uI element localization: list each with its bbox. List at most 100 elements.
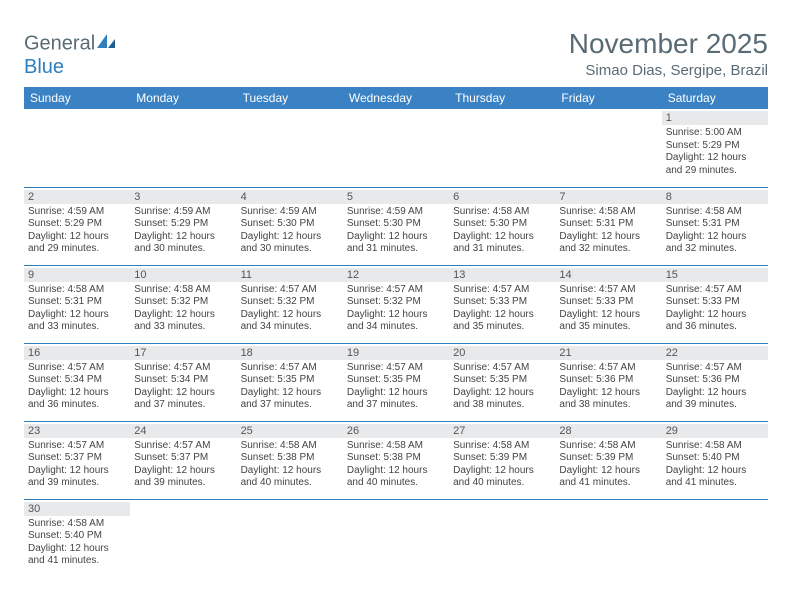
- sunrise-line: Sunrise: 4:57 AM: [559, 284, 657, 297]
- day-info: Sunrise: 4:57 AMSunset: 5:36 PMDaylight:…: [559, 362, 657, 412]
- day-info: Sunrise: 4:57 AMSunset: 5:34 PMDaylight:…: [134, 362, 232, 412]
- sunset-line: Sunset: 5:35 PM: [453, 374, 551, 387]
- sunset-line: Sunset: 5:35 PM: [347, 374, 445, 387]
- day-info: Sunrise: 4:59 AMSunset: 5:29 PMDaylight:…: [134, 206, 232, 256]
- daylight-line: Daylight: 12 hours and 39 minutes.: [134, 465, 232, 490]
- day-cell: 17 Sunrise: 4:57 AMSunset: 5:34 PMDayligh…: [130, 343, 236, 421]
- day-info: Sunrise: 4:57 AMSunset: 5:36 PMDaylight:…: [666, 362, 764, 412]
- daylight-line: Daylight: 12 hours and 30 minutes.: [134, 231, 232, 256]
- daylight-line: Daylight: 12 hours and 41 minutes.: [28, 543, 126, 568]
- day-info: Sunrise: 4:59 AMSunset: 5:30 PMDaylight:…: [241, 206, 339, 256]
- day-info: Sunrise: 4:58 AMSunset: 5:38 PMDaylight:…: [347, 440, 445, 490]
- day-cell: 20 Sunrise: 4:57 AMSunset: 5:35 PMDayligh…: [449, 343, 555, 421]
- day-number: 17: [130, 346, 236, 360]
- day-cell: 9Sunrise: 4:58 AMSunset: 5:31 PMDaylight…: [24, 265, 130, 343]
- sunset-line: Sunset: 5:33 PM: [666, 296, 764, 309]
- day-number: 11: [237, 268, 343, 282]
- day-info: Sunrise: 4:57 AMSunset: 5:35 PMDaylight:…: [453, 362, 551, 412]
- sunrise-line: Sunrise: 4:57 AM: [241, 362, 339, 375]
- calendar-row: 1 Sunrise: 5:00 AMSunset: 5:29 PMDaylight…: [24, 109, 768, 187]
- sunrise-line: Sunrise: 4:59 AM: [28, 206, 126, 219]
- day-cell: 29Sunrise: 4:58 AMSunset: 5:40 PMDayligh…: [662, 421, 768, 499]
- day-number: 29: [662, 424, 768, 438]
- day-info: Sunrise: 4:59 AMSunset: 5:30 PMDaylight:…: [347, 206, 445, 256]
- day-number: 20: [449, 346, 555, 360]
- day-number: 12: [343, 268, 449, 282]
- daylight-line: Daylight: 12 hours and 35 minutes.: [453, 309, 551, 334]
- sunset-line: Sunset: 5:37 PM: [134, 452, 232, 465]
- sunset-line: Sunset: 5:33 PM: [453, 296, 551, 309]
- sunrise-line: Sunrise: 4:57 AM: [666, 362, 764, 375]
- day-cell: 3Sunrise: 4:59 AMSunset: 5:29 PMDaylight…: [130, 187, 236, 265]
- day-info: Sunrise: 4:57 AMSunset: 5:33 PMDaylight:…: [453, 284, 551, 334]
- daylight-line: Daylight: 12 hours and 31 minutes.: [347, 231, 445, 256]
- day-cell: 25Sunrise: 4:58 AMSunset: 5:38 PMDayligh…: [237, 421, 343, 499]
- daylight-line: Daylight: 12 hours and 32 minutes.: [559, 231, 657, 256]
- sunset-line: Sunset: 5:32 PM: [134, 296, 232, 309]
- day-cell: 6Sunrise: 4:58 AMSunset: 5:30 PMDaylight…: [449, 187, 555, 265]
- day-info: Sunrise: 5:00 AMSunset: 5:29 PMDaylight:…: [666, 127, 764, 177]
- daylight-line: Daylight: 12 hours and 41 minutes.: [559, 465, 657, 490]
- sunset-line: Sunset: 5:36 PM: [559, 374, 657, 387]
- sunrise-line: Sunrise: 4:57 AM: [347, 362, 445, 375]
- day-cell: 13Sunrise: 4:57 AMSunset: 5:33 PMDayligh…: [449, 265, 555, 343]
- sunset-line: Sunset: 5:39 PM: [453, 452, 551, 465]
- day-info: Sunrise: 4:58 AMSunset: 5:31 PMDaylight:…: [28, 284, 126, 334]
- calendar-page: GeneralBlue November 2025 Simao Dias, Se…: [0, 0, 792, 577]
- empty-cell: [449, 499, 555, 577]
- brand-logo: GeneralBlue: [24, 32, 117, 79]
- sunrise-line: Sunrise: 4:57 AM: [134, 362, 232, 375]
- day-info: Sunrise: 4:57 AMSunset: 5:34 PMDaylight:…: [28, 362, 126, 412]
- day-number: 8: [662, 190, 768, 204]
- calendar-row: 30Sunrise: 4:58 AMSunset: 5:40 PMDayligh…: [24, 499, 768, 577]
- sunrise-line: Sunrise: 4:58 AM: [666, 440, 764, 453]
- sunset-line: Sunset: 5:29 PM: [28, 218, 126, 231]
- sunrise-line: Sunrise: 4:58 AM: [28, 518, 126, 531]
- day-number: 18: [237, 346, 343, 360]
- sunset-line: Sunset: 5:35 PM: [241, 374, 339, 387]
- day-number: 1: [662, 111, 768, 125]
- daylight-line: Daylight: 12 hours and 41 minutes.: [666, 465, 764, 490]
- day-cell: 11Sunrise: 4:57 AMSunset: 5:32 PMDayligh…: [237, 265, 343, 343]
- sunrise-line: Sunrise: 4:58 AM: [241, 440, 339, 453]
- day-number: 16: [24, 346, 130, 360]
- day-info: Sunrise: 4:59 AMSunset: 5:29 PMDaylight:…: [28, 206, 126, 256]
- daylight-line: Daylight: 12 hours and 40 minutes.: [453, 465, 551, 490]
- sunset-line: Sunset: 5:34 PM: [134, 374, 232, 387]
- sunrise-line: Sunrise: 4:58 AM: [347, 440, 445, 453]
- day-cell: 30Sunrise: 4:58 AMSunset: 5:40 PMDayligh…: [24, 499, 130, 577]
- location: Simao Dias, Sergipe, Brazil: [569, 62, 768, 79]
- day-info: Sunrise: 4:58 AMSunset: 5:31 PMDaylight:…: [666, 206, 764, 256]
- day-info: Sunrise: 4:57 AMSunset: 5:37 PMDaylight:…: [134, 440, 232, 490]
- calendar-row: 2Sunrise: 4:59 AMSunset: 5:29 PMDaylight…: [24, 187, 768, 265]
- weekday-header: Tuesday: [237, 87, 343, 109]
- weekday-header: Saturday: [662, 87, 768, 109]
- day-info: Sunrise: 4:57 AMSunset: 5:35 PMDaylight:…: [241, 362, 339, 412]
- day-cell: 2Sunrise: 4:59 AMSunset: 5:29 PMDaylight…: [24, 187, 130, 265]
- brand-name-a: General: [24, 32, 95, 54]
- day-number: 6: [449, 190, 555, 204]
- sunset-line: Sunset: 5:31 PM: [666, 218, 764, 231]
- day-number: 22: [662, 346, 768, 360]
- sunrise-line: Sunrise: 4:58 AM: [559, 440, 657, 453]
- sunrise-line: Sunrise: 4:58 AM: [453, 440, 551, 453]
- day-info: Sunrise: 4:58 AMSunset: 5:39 PMDaylight:…: [453, 440, 551, 490]
- day-number: 26: [343, 424, 449, 438]
- sunrise-line: Sunrise: 4:58 AM: [559, 206, 657, 219]
- day-number: 10: [130, 268, 236, 282]
- day-cell: 28Sunrise: 4:58 AMSunset: 5:39 PMDayligh…: [555, 421, 661, 499]
- day-cell: 18 Sunrise: 4:57 AMSunset: 5:35 PMDayligh…: [237, 343, 343, 421]
- sunrise-line: Sunrise: 4:58 AM: [134, 284, 232, 297]
- day-info: Sunrise: 4:57 AMSunset: 5:33 PMDaylight:…: [559, 284, 657, 334]
- weekday-header: Monday: [130, 87, 236, 109]
- day-info: Sunrise: 4:57 AMSunset: 5:35 PMDaylight:…: [347, 362, 445, 412]
- day-number: 7: [555, 190, 661, 204]
- empty-cell: [343, 499, 449, 577]
- sunset-line: Sunset: 5:36 PM: [666, 374, 764, 387]
- sunset-line: Sunset: 5:31 PM: [28, 296, 126, 309]
- sunset-line: Sunset: 5:40 PM: [28, 530, 126, 543]
- day-cell: 7Sunrise: 4:58 AMSunset: 5:31 PMDaylight…: [555, 187, 661, 265]
- day-number: 23: [24, 424, 130, 438]
- sunrise-line: Sunrise: 4:57 AM: [134, 440, 232, 453]
- daylight-line: Daylight: 12 hours and 32 minutes.: [666, 231, 764, 256]
